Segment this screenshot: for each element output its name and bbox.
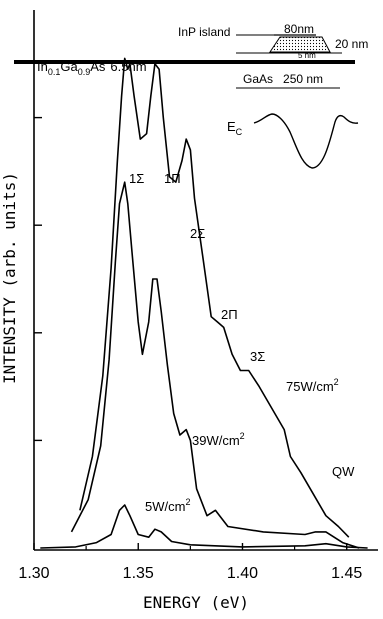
peak-label-3sigma: 3Σ	[250, 349, 265, 364]
peak-label-qw: QW	[332, 464, 355, 479]
inset-schematic: InP island 80nm 20 nm 5 nm In0.1Ga0.9As 6…	[14, 22, 368, 169]
power-label-5: 5W/cm2	[145, 497, 190, 514]
x-axis-label: ENERGY (eV)	[143, 593, 249, 612]
conduction-band-profile	[253, 113, 359, 169]
island-width-label: 80nm	[284, 22, 314, 36]
peak-label-1pi: 1Π	[164, 171, 181, 186]
series-group	[40, 57, 368, 549]
wetting-layer-label: 5 nm	[298, 51, 316, 60]
x-tick-label: 1.35	[123, 565, 154, 582]
inp-island-shape	[269, 36, 331, 53]
series-line-2	[70, 181, 360, 549]
peak-label-1sigma: 1Σ	[129, 171, 144, 186]
x-tick-label: 1.30	[18, 565, 49, 582]
power-labels: 75W/cm2 39W/cm2 5W/cm2	[145, 377, 339, 514]
quantum-well-label: In0.1Ga0.9As 6.5nm	[37, 59, 147, 77]
power-label-39: 39W/cm2	[192, 431, 245, 448]
barrier-label: GaAs 250 nm	[243, 72, 323, 86]
peak-label-2sigma: 2Σ	[190, 226, 205, 241]
x-tick-label: 1.40	[227, 565, 258, 582]
y-axis-label: INTENSITY (arb. units)	[0, 172, 19, 384]
series-line-3	[40, 504, 368, 549]
y-ticks	[34, 116, 42, 442]
peak-labels: 1Σ 1Π 2Σ 2Π 3Σ QW	[129, 171, 355, 479]
peak-label-2pi: 2Π	[221, 307, 238, 322]
axes	[33, 10, 378, 551]
island-label: InP island	[178, 25, 230, 39]
band-label: EC	[227, 119, 243, 137]
island-height-label: 20 nm	[335, 37, 368, 51]
x-tick-label: 1.45	[331, 565, 362, 582]
x-ticks: 1.30 1.35 1.40 1.45	[18, 543, 362, 582]
series-line-1	[79, 57, 350, 538]
power-label-75: 75W/cm2	[286, 377, 339, 394]
